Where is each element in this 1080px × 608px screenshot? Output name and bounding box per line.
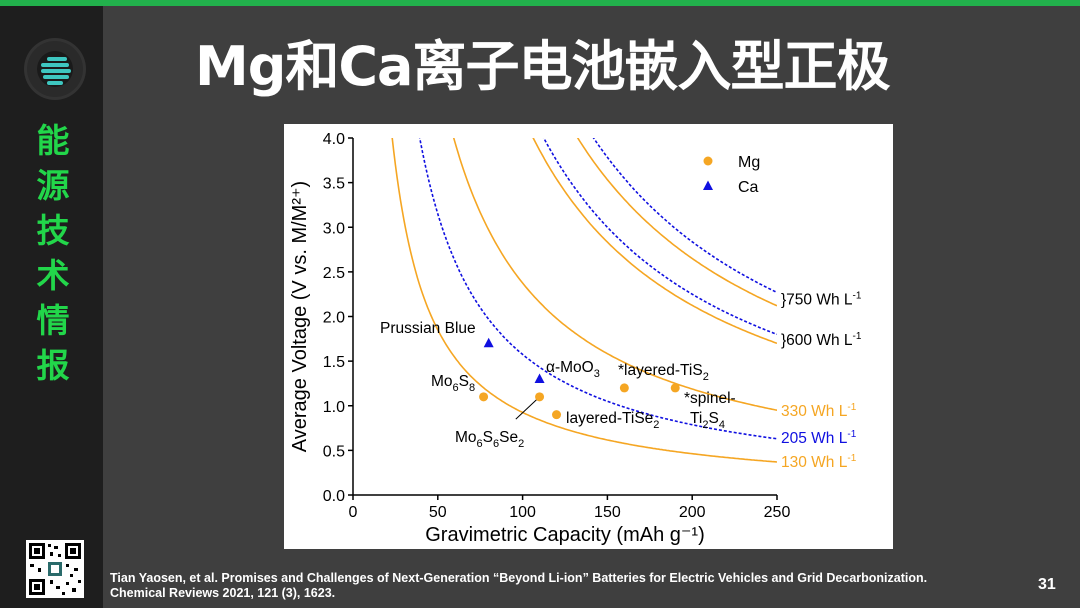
x-tick-label: 50	[429, 504, 447, 521]
annotation-leader-line	[515, 396, 540, 420]
slide-title: Mg和Ca离子电池嵌入型正极	[195, 35, 890, 98]
y-axis-label: Average Voltage (V vs. M/M²⁺)	[289, 181, 311, 452]
logo-icon	[27, 41, 83, 97]
energy-density-curve	[391, 138, 777, 463]
citation: Tian Yaosen, et al. Promises and Challen…	[110, 571, 1010, 601]
y-tick-label: 4.0	[323, 131, 345, 148]
sidebar-char: 情	[36, 301, 70, 340]
x-tick-label: 100	[509, 504, 536, 521]
legend-label-ca: Ca	[738, 179, 759, 196]
curve-label: 330 Wh L-1	[781, 402, 857, 420]
y-tick-label: 0.0	[323, 488, 345, 505]
sidebar-char: 报	[36, 346, 70, 385]
curve-label: 130 Wh L-1	[781, 453, 857, 471]
y-tick-label: 2.0	[323, 310, 345, 327]
energy-density-curve	[542, 138, 777, 336]
y-tick-label: 1.5	[323, 354, 345, 371]
y-tick-label: 3.0	[323, 220, 345, 237]
point-label: Mo6S6Se2	[455, 429, 524, 450]
x-tick-label: 0	[349, 504, 358, 521]
x-tick-label: 250	[764, 504, 791, 521]
point-label: layered-TiSe2	[566, 410, 659, 431]
point-label: *spinel-	[684, 390, 736, 407]
scatter-chart: 0.0 0.5 1.0 1.5 2.0 2.5 3.0 3.5 4.0 0 50 100 150 200 2…	[289, 131, 862, 546]
energy-density-curve	[452, 138, 777, 411]
citation-line-2: Chemical Reviews 2021, 121 (3), 1623.	[110, 586, 336, 600]
curve-label: }600 Wh L-1	[781, 331, 862, 349]
data-point-mg	[619, 383, 629, 393]
y-tick-label: 2.5	[323, 265, 345, 282]
y-tick-label: 0.5	[323, 443, 345, 460]
point-label: α-MoO3	[546, 359, 600, 380]
y-tick-label: 1.0	[323, 399, 345, 416]
x-axis-label: Gravimetric Capacity (mAh g⁻¹)	[425, 524, 705, 546]
x-tick-label: 150	[594, 504, 621, 521]
point-label: Prussian Blue	[380, 320, 476, 337]
top-accent-bar	[0, 0, 1080, 6]
sidebar-char: 能	[36, 121, 70, 160]
legend-marker-mg	[703, 156, 713, 166]
data-point-ca	[483, 337, 494, 348]
legend-marker-ca	[703, 180, 713, 190]
sidebar-char: 源	[36, 166, 70, 205]
energy-density-curve	[592, 138, 777, 294]
sidebar-char: 技	[36, 211, 70, 250]
curve-label: 205 Wh L-1	[781, 429, 857, 447]
point-label: Mo6S8	[431, 373, 475, 394]
y-tick-label: 3.5	[323, 176, 345, 193]
citation-line-1: Tian Yaosen, et al. Promises and Challen…	[110, 571, 928, 585]
sidebar-vertical-text: 能 源 技 术 情 报	[30, 118, 76, 388]
curve-label: }750 Wh L-1	[781, 291, 862, 309]
point-label: *layered-TiS2	[618, 362, 709, 383]
data-point-ca	[534, 373, 545, 383]
data-point-mg	[479, 392, 489, 402]
legend-label-mg: Mg	[738, 154, 760, 171]
data-point-mg	[535, 392, 545, 402]
energy-density-curve	[576, 138, 777, 307]
point-label-line2: Ti2S4	[690, 410, 725, 431]
sidebar-char: 术	[36, 256, 70, 295]
energy-density-curve	[532, 138, 777, 345]
data-point-mg	[670, 383, 680, 393]
chart-container: 0.0 0.5 1.0 1.5 2.0 2.5 3.0 3.5 4.0 0 50 100 150 200 2…	[284, 124, 893, 549]
qr-code-icon	[26, 540, 84, 598]
x-tick-label: 200	[679, 504, 706, 521]
data-point-mg	[552, 410, 562, 420]
page-number: 31	[1038, 576, 1056, 593]
sidebar: 能 源 技 术 情 报	[0, 6, 103, 608]
